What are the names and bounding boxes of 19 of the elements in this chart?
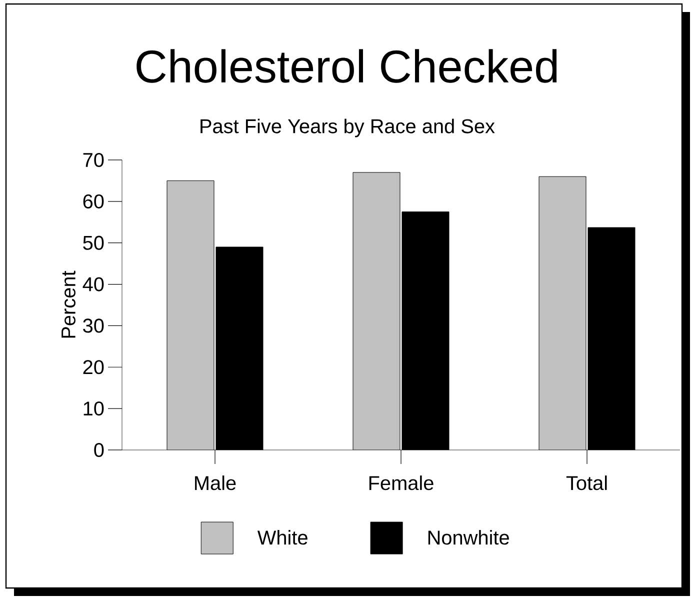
bar bbox=[538, 176, 586, 450]
x-tick-label: Total bbox=[566, 476, 607, 490]
y-tick-label: 70 bbox=[83, 152, 104, 168]
bar bbox=[167, 180, 214, 450]
chart-title: Cholesterol Checked bbox=[136, 49, 557, 83]
x-tick-label: Female bbox=[369, 476, 434, 490]
y-tick-label: 0 bbox=[94, 442, 104, 458]
y-tick-label: 60 bbox=[83, 194, 104, 208]
legend-label: Nonwhite bbox=[428, 530, 509, 545]
legend-label: White bbox=[257, 530, 308, 545]
y-tick-label: 20 bbox=[83, 360, 104, 374]
chart-subtitle: Past Five Years by Race and Sex bbox=[200, 118, 495, 138]
y-axis-title: Percent bbox=[62, 270, 76, 338]
y-tick-label: 40 bbox=[82, 277, 104, 292]
x-tick-label: Male bbox=[195, 476, 236, 490]
y-tick-label: 50 bbox=[83, 236, 104, 250]
y-tick-label: 10 bbox=[84, 402, 104, 416]
bar bbox=[353, 172, 400, 450]
y-tick-label: 30 bbox=[83, 318, 104, 333]
